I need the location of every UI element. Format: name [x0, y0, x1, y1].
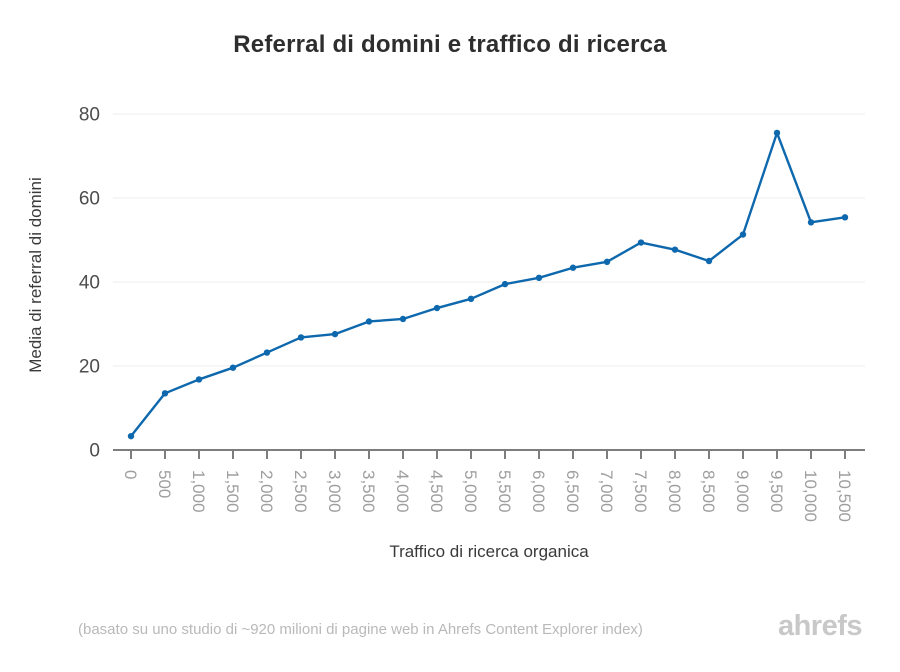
x-tick-label: 10,000 [801, 470, 820, 522]
x-tick-label: 6,500 [563, 470, 582, 513]
data-point [399, 315, 407, 323]
x-axis-title: Traffico di ricerca organica [389, 542, 589, 561]
data-point [705, 257, 713, 265]
y-tick-label: 20 [79, 357, 100, 378]
x-tick-label: 1,000 [189, 470, 208, 513]
source-footnote: (basato su uno studio di ~920 milioni di… [78, 621, 643, 638]
data-point [841, 214, 849, 221]
data-point [127, 432, 135, 440]
x-tick-label: 4,000 [393, 470, 412, 513]
data-point [671, 246, 679, 253]
x-tick-label: 10,500 [835, 470, 854, 522]
chart-title: Referral di domini e traffico di ricerca [233, 31, 667, 58]
x-tick-label: 8,500 [699, 470, 718, 513]
data-point [229, 364, 237, 371]
ahrefs-logo: ahrefs [777, 610, 863, 642]
data-point [569, 264, 577, 271]
x-tick-label: 7,500 [631, 470, 650, 513]
data-point [603, 258, 611, 266]
x-tick-label: 0 [121, 470, 140, 479]
x-tick-label: 7,000 [597, 470, 616, 513]
x-tick-label: 6,000 [529, 470, 548, 513]
x-tick-label: 2,000 [257, 470, 276, 513]
data-point [467, 295, 475, 302]
line-chart-svg: 0 20 40 60 80 0 500 1,000 1,500 2,000 2,500 3,000 3,… [79, 105, 865, 522]
x-tick-label: 1,500 [223, 470, 242, 513]
data-point [161, 390, 169, 397]
x-tick-label: 9,500 [767, 470, 786, 513]
data-point [501, 280, 509, 288]
data-point [263, 349, 271, 356]
data-point [773, 129, 781, 137]
y-tick-label: 0 [89, 441, 100, 462]
data-point [535, 274, 543, 281]
x-tick-label: 2,500 [291, 470, 310, 513]
x-tick-label: 5,000 [461, 470, 480, 513]
data-point [331, 330, 339, 338]
data-point [297, 334, 305, 341]
x-tick-label: 5,500 [495, 470, 514, 513]
y-tick-label: 80 [79, 105, 100, 126]
x-tick-label: 9,000 [733, 470, 752, 513]
y-tick-label: 40 [79, 273, 100, 294]
x-tick-label: 500 [155, 470, 174, 498]
x-tick-label: 8,000 [665, 470, 684, 513]
data-point [807, 219, 815, 226]
data-point [195, 376, 203, 383]
y-tick-label: 60 [79, 189, 100, 210]
data-point [739, 231, 747, 238]
x-tick-label: 4,500 [427, 470, 446, 513]
data-point [433, 304, 441, 312]
x-tick-label: 3,500 [359, 470, 378, 513]
data-point [637, 239, 645, 246]
data-point [365, 318, 373, 325]
x-tick-label: 3,000 [325, 470, 344, 513]
data-line [129, 131, 847, 438]
